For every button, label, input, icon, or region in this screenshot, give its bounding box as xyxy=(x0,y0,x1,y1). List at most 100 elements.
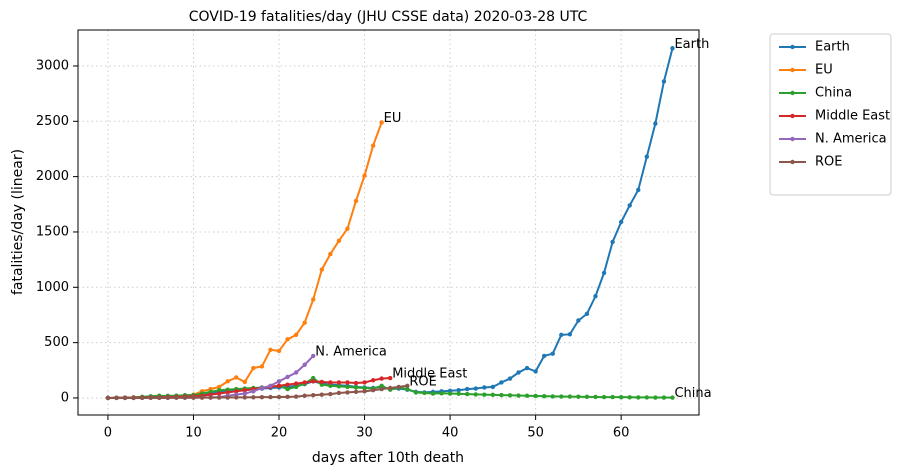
data-point xyxy=(388,385,393,391)
data-point xyxy=(114,395,119,401)
data-point xyxy=(422,390,427,396)
data-point xyxy=(242,395,247,400)
legend-marker xyxy=(790,136,795,142)
data-point xyxy=(259,364,265,369)
data-point xyxy=(405,386,410,392)
data-point xyxy=(293,381,299,386)
data-point xyxy=(311,392,316,398)
data-point xyxy=(541,353,547,359)
data-point xyxy=(251,389,256,394)
data-point xyxy=(533,369,538,374)
data-point xyxy=(165,395,171,401)
data-point xyxy=(345,380,350,385)
data-point xyxy=(653,121,658,126)
data-point xyxy=(336,390,342,396)
data-point xyxy=(259,385,265,391)
data-point xyxy=(311,375,316,381)
data-point xyxy=(293,394,299,399)
plot-frame xyxy=(77,29,700,416)
legend-label: Middle East xyxy=(815,109,890,124)
data-point xyxy=(251,365,256,371)
series-annotation: ROE xyxy=(409,374,436,389)
series-annotation: N. America xyxy=(315,344,387,359)
data-point xyxy=(199,395,205,400)
data-point xyxy=(670,46,675,51)
series-annotation: Earth xyxy=(674,37,709,52)
data-point xyxy=(456,388,461,393)
data-point xyxy=(584,394,590,400)
data-point xyxy=(379,386,384,392)
x-tick-label: 40 xyxy=(442,426,459,441)
data-point xyxy=(285,382,290,387)
data-point xyxy=(362,385,367,391)
data-point xyxy=(225,395,230,400)
data-point xyxy=(567,394,573,399)
series-annotation: China xyxy=(674,386,711,401)
data-point xyxy=(148,395,153,401)
y-axis-label: fatalities/day (linear) xyxy=(10,149,26,295)
data-point xyxy=(379,383,384,388)
data-point xyxy=(370,143,376,148)
data-point xyxy=(499,380,504,385)
data-point xyxy=(225,379,230,384)
data-point xyxy=(353,389,359,395)
legend-marker xyxy=(790,159,795,165)
data-point xyxy=(405,383,410,388)
data-point xyxy=(285,394,290,400)
data-point xyxy=(379,376,384,381)
data-point xyxy=(644,154,650,159)
data-point xyxy=(593,394,598,400)
data-point xyxy=(242,391,247,396)
data-point xyxy=(362,173,367,178)
data-point xyxy=(268,383,273,388)
data-point xyxy=(174,395,179,400)
data-point xyxy=(507,376,513,381)
data-point xyxy=(345,384,350,390)
x-tick-label: 10 xyxy=(185,426,202,441)
data-point xyxy=(396,384,401,390)
data-point xyxy=(353,198,359,204)
legend-marker xyxy=(790,44,795,50)
data-point xyxy=(388,375,393,381)
data-point xyxy=(439,391,444,396)
data-point xyxy=(328,251,333,257)
x-axis-label: days after 10th death xyxy=(312,450,464,466)
data-point xyxy=(559,332,564,338)
legend-box xyxy=(769,33,892,196)
data-point xyxy=(464,391,470,397)
data-point xyxy=(362,389,367,394)
series-annotation: EU xyxy=(384,111,402,126)
data-point xyxy=(122,395,128,401)
data-point xyxy=(131,395,136,401)
data-point xyxy=(191,395,196,400)
data-point xyxy=(559,394,564,399)
data-point xyxy=(430,391,436,396)
chart-title: COVID-19 fatalities/day (JHU CSSE data) … xyxy=(189,9,588,25)
legend-label: ROE xyxy=(815,155,842,170)
data-point xyxy=(370,388,376,393)
data-point xyxy=(516,370,521,375)
data-point xyxy=(618,394,624,400)
data-point xyxy=(618,219,624,225)
data-point xyxy=(653,395,658,400)
data-point xyxy=(328,391,333,397)
data-point xyxy=(661,395,667,400)
data-point xyxy=(447,391,453,396)
data-point xyxy=(216,384,222,390)
data-point xyxy=(490,392,496,398)
x-tick-label: 0 xyxy=(104,426,112,441)
data-point xyxy=(482,385,487,390)
data-point xyxy=(242,388,247,393)
data-point xyxy=(499,392,504,398)
data-point xyxy=(610,239,615,245)
data-point xyxy=(516,393,521,398)
data-point xyxy=(627,203,632,208)
data-point xyxy=(507,393,513,398)
data-point xyxy=(524,393,530,398)
data-point xyxy=(319,267,324,272)
data-point xyxy=(490,384,496,390)
data-point xyxy=(345,390,350,395)
data-point xyxy=(541,393,547,399)
data-point xyxy=(644,395,650,400)
